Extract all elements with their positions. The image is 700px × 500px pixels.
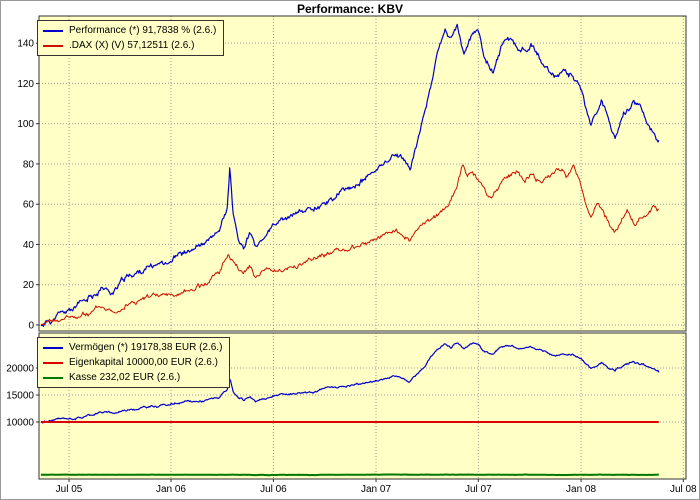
x-tick-label: Jan 08 [566, 484, 596, 495]
legend-label: Kasse 232,02 EUR (2.6.) [69, 372, 181, 383]
y-tick-label: 10000 [6, 417, 34, 428]
y-tick-label: 140 [17, 39, 34, 50]
y-tick-label: 15000 [6, 390, 34, 401]
legend-performance[interactable]: Performance (*) 91,7838 % (2.6.) .DAX (X)… [37, 20, 225, 56]
legend-label: Performance (*) 91,7838 % (2.6.) [69, 25, 217, 36]
y-tick-label: 0 [28, 320, 34, 331]
panel-border [38, 332, 687, 480]
y-tick-label: 80 [23, 159, 35, 170]
chart-title: Performance: KBV [296, 2, 404, 16]
legend-label: Eigenkapital 10000,00 EUR (2.6.) [69, 357, 218, 368]
legend-item-performance: Performance (*) 91,7838 % (2.6.) [43, 24, 216, 37]
y-tick-label: 120 [17, 79, 34, 90]
legend-line-sample [43, 346, 63, 349]
x-tick-label: Jan 07 [361, 484, 391, 495]
legend-label: .DAX (X) (V) 57,12511 (2.6.) [69, 40, 195, 51]
legend-line-sample [43, 29, 63, 32]
y-tick-label: 20 [23, 280, 35, 291]
y-tick-label: 100 [17, 119, 34, 130]
y-tick-label: 40 [23, 240, 35, 251]
x-tick-label: Jul 06 [260, 484, 287, 495]
series-line-kasse [40, 473, 659, 477]
series-line-vermoegen [40, 342, 660, 424]
x-tick-label: Jul 05 [56, 484, 83, 495]
legend-line-sample [43, 361, 63, 364]
panel-background [39, 16, 686, 331]
legend-item-dax: .DAX (X) (V) 57,12511 (2.6.) [43, 39, 216, 52]
y-tick-label: 60 [23, 200, 35, 211]
legend-line-sample [43, 44, 63, 47]
series-line-dax [40, 164, 660, 326]
series-line-performance [40, 23, 660, 327]
legend-accounts[interactable]: Vermögen (*) 19178,38 EUR (2.6.) Eigenkap… [37, 337, 231, 388]
x-tick-label: Jan 06 [156, 484, 186, 495]
y-tick-label: 20000 [6, 363, 34, 374]
legend-label: Vermögen (*) 19178,38 EUR (2.6.) [69, 342, 223, 353]
legend-item-vermoegen: Vermögen (*) 19178,38 EUR (2.6.) [43, 341, 222, 354]
panel-border [38, 15, 687, 332]
legend-line-sample [43, 376, 63, 379]
x-tick-label: Jul 07 [465, 484, 492, 495]
x-tick-label: Jul 08 [670, 484, 697, 495]
legend-item-kasse: Kasse 232,02 EUR (2.6.) [43, 371, 222, 384]
legend-item-eigenkapital: Eigenkapital 10000,00 EUR (2.6.) [43, 356, 222, 369]
